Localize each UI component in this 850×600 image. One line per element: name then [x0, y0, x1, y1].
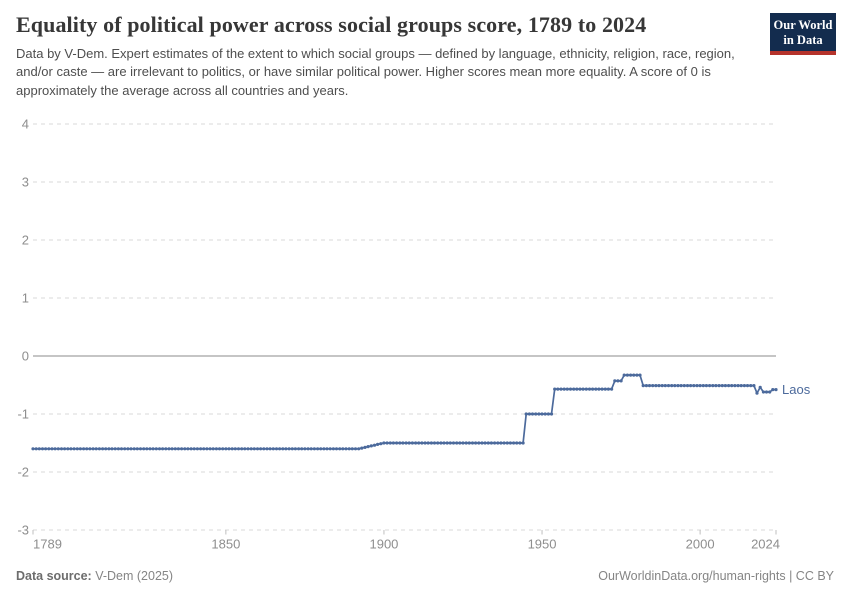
svg-text:-1: -1: [17, 407, 29, 422]
data-points[interactable]: [31, 373, 778, 451]
svg-text:1: 1: [22, 291, 29, 306]
y-axis-labels: 4 3 2 1 0 -1 -2 -3: [17, 117, 29, 538]
svg-text:2: 2: [22, 233, 29, 248]
chart-header: Equality of political power across socia…: [16, 12, 742, 100]
page-title: Equality of political power across socia…: [16, 12, 647, 37]
data-source-label: Data source:: [16, 569, 92, 583]
data-source-value[interactable]: V-Dem (2025): [95, 569, 174, 583]
svg-text:4: 4: [22, 117, 29, 132]
svg-text:2024: 2024: [751, 537, 780, 552]
x-axis-labels: 1789 1850 1900 1950 2000 2024: [33, 537, 780, 552]
svg-text:-3: -3: [17, 523, 29, 538]
svg-text:2000: 2000: [686, 537, 715, 552]
svg-text:1900: 1900: [369, 537, 398, 552]
entity-label: Laos: [782, 382, 811, 397]
svg-text:3: 3: [22, 175, 29, 190]
x-axis-ticks: [32, 530, 777, 535]
svg-text:0: 0: [22, 349, 29, 364]
chart-footer: Data source: V-Dem (2025) OurWorldinData…: [16, 569, 834, 583]
y-gridlines: [33, 123, 776, 531]
attribution-link[interactable]: OurWorldinData.org/human-rights | CC BY: [598, 569, 834, 583]
svg-text:1950: 1950: [528, 537, 557, 552]
owid-logo[interactable]: Our World in Data: [770, 13, 836, 55]
owid-logo-line2: in Data: [783, 32, 823, 47]
svg-text:-2: -2: [17, 465, 29, 480]
svg-text:1850: 1850: [211, 537, 240, 552]
owid-logo-line1: Our World: [773, 18, 833, 32]
data-source: Data source: V-Dem (2025): [16, 569, 173, 583]
svg-text:1789: 1789: [33, 537, 62, 552]
chart-subtitle: Data by V-Dem. Expert estimates of the e…: [16, 46, 735, 98]
